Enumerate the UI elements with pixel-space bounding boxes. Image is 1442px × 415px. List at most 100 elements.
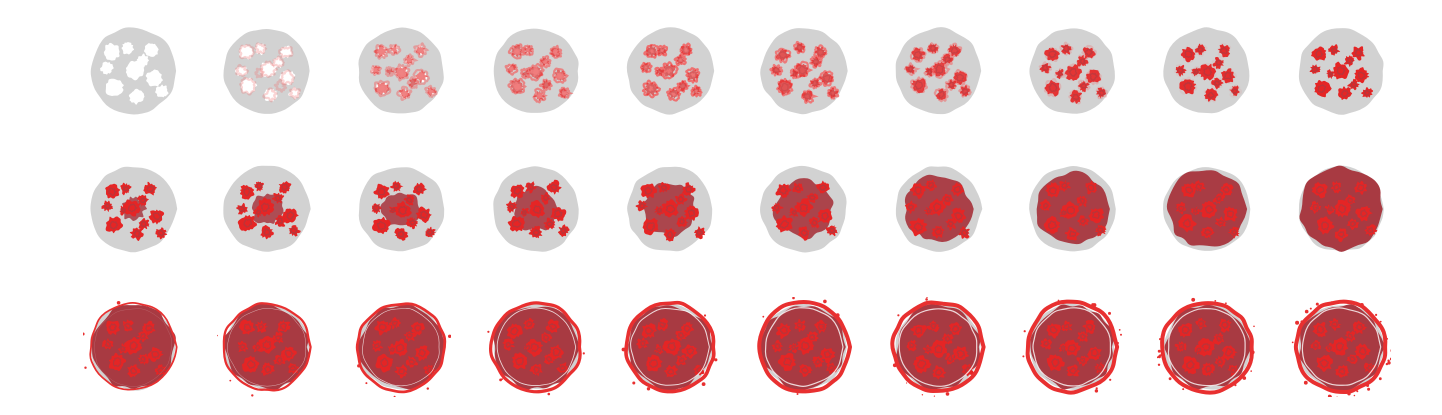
blood-splotch-core: [393, 183, 400, 190]
blood-splotch: [526, 338, 543, 357]
blood-splotch-core: [1354, 48, 1362, 57]
sprite-frame: [351, 21, 451, 121]
blood-splotch-core: [961, 229, 970, 237]
blood-splotch-core: [262, 340, 272, 350]
blood-splotch-core: [926, 207, 933, 214]
blood-splotch-core: [928, 182, 935, 189]
blood-splotch-core: [677, 331, 685, 339]
blood-splotch-core: [1049, 186, 1058, 195]
blood-splotch: [1312, 321, 1328, 338]
blood-splotch-core: [157, 229, 165, 237]
blood-splotch: [657, 47, 668, 55]
disc-hole: [145, 69, 163, 87]
blood-droplet: [357, 364, 361, 368]
disc-hole: [128, 88, 145, 105]
blood-splotch-core: [396, 343, 406, 353]
blood-splotch-light: [280, 69, 296, 86]
blood-splotch-core: [390, 347, 396, 352]
blood-splotch-core: [1349, 355, 1356, 363]
blood-splotch: [237, 340, 249, 353]
blood-splotch-core: [798, 65, 808, 75]
blood-splotch: [949, 322, 963, 336]
blood-splotch: [137, 353, 149, 365]
blood-splotch: [388, 343, 397, 355]
blood-splotch-core: [1230, 229, 1237, 236]
blood-splotch-core: [247, 359, 256, 369]
blood-splotch-core: [1315, 185, 1325, 195]
blood-splotch-core: [1219, 46, 1228, 55]
blood-splotch: [1221, 345, 1238, 361]
blood-splotch: [1203, 88, 1219, 102]
blood-splotch-core: [947, 220, 955, 228]
blood-splotch: [1070, 89, 1083, 104]
rim-highlight: [362, 308, 440, 387]
blood-splotch: [395, 66, 409, 80]
rim-highlight: [629, 307, 710, 386]
blood-splotch-core: [934, 227, 943, 236]
rim-highlight: [227, 308, 306, 387]
blood-splotch: [1065, 226, 1081, 241]
blood-splotch: [1044, 215, 1061, 234]
disc-hole: [103, 42, 120, 61]
blood-splotch-core: [1195, 347, 1202, 353]
blood-droplet: [762, 315, 765, 318]
blood-splotch-core: [1231, 88, 1238, 95]
blood-splotch-core: [1058, 70, 1064, 77]
blood-splotch: [680, 45, 693, 56]
blood-droplet: [1300, 320, 1303, 323]
blood-splotch-core: [641, 64, 649, 71]
blood-splotch: [790, 69, 799, 78]
blood-splotch: [1212, 192, 1225, 204]
blood-splotch-light: [665, 86, 682, 102]
blood-splotch: [416, 206, 433, 224]
blood-splotch-core: [1337, 204, 1347, 214]
blood-droplet: [925, 298, 929, 301]
blood-splotch-core: [817, 323, 826, 331]
blood-droplet: [1252, 325, 1255, 328]
blood-splotch-core: [935, 368, 944, 376]
blood-splotch: [507, 64, 516, 74]
blood-droplet: [713, 358, 718, 362]
blood-splotch: [1044, 47, 1061, 62]
blood-droplet: [796, 393, 799, 395]
blood-splotch: [1219, 182, 1234, 197]
blood-splotch: [272, 192, 285, 204]
blood-droplet: [365, 382, 368, 385]
blood-splotch: [123, 336, 143, 355]
blood-splotch-core: [1311, 204, 1319, 211]
blood-splotch-core: [1043, 202, 1050, 210]
blood-splotch-core: [667, 368, 675, 376]
blood-splotch: [1310, 339, 1321, 351]
blood-splotch-core: [513, 186, 522, 196]
blood-splotch: [505, 200, 517, 213]
blood-splotch: [280, 346, 298, 362]
blood-splotch-core: [1092, 210, 1101, 219]
blood-splotch: [906, 339, 918, 352]
blood-splotch-core: [1096, 364, 1104, 372]
blood-splotch-core: [930, 322, 937, 330]
blood-splotch: [524, 181, 537, 194]
blood-droplet: [1108, 311, 1112, 315]
blood-splotch-core: [418, 348, 427, 358]
blood-splotch: [1354, 343, 1371, 360]
blood-splotch: [539, 57, 549, 66]
blood-splotch-light: [273, 78, 288, 93]
blood-disc-sprite: [1022, 299, 1123, 395]
blood-splotch-core: [1330, 46, 1338, 54]
blood-splotch-core: [129, 341, 139, 351]
blood-droplet: [1119, 329, 1121, 331]
blood-splotch-core: [527, 183, 534, 191]
blood-splotch-core: [952, 325, 960, 333]
blood-splotch-core: [1204, 205, 1214, 214]
blood-splotch: [653, 344, 664, 355]
sprite-frame: [83, 21, 183, 121]
blood-droplet: [229, 379, 232, 382]
blood-splotch: [1199, 200, 1217, 219]
blood-droplet: [84, 366, 87, 369]
blood-splotch: [644, 82, 659, 96]
blood-droplet: [1291, 341, 1294, 344]
blood-splotch: [1324, 342, 1335, 353]
blood-splotch-core: [913, 50, 923, 59]
blood-splotch-core: [935, 64, 945, 75]
blood-splotch-core: [541, 59, 549, 66]
